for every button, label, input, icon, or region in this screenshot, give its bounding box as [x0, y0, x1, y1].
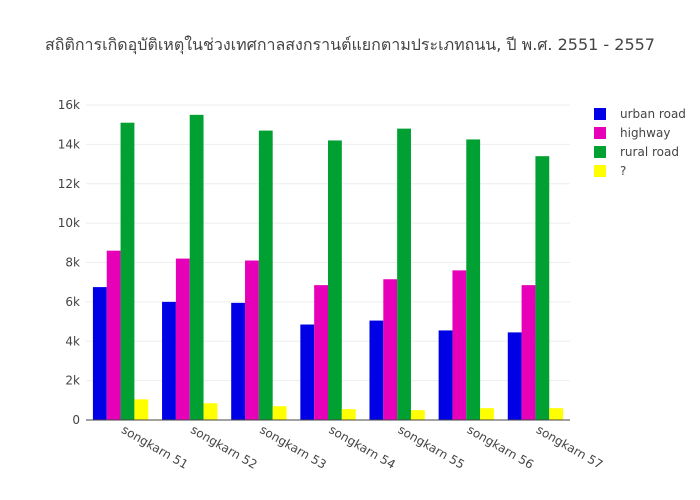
bar-urban-road-6 — [438, 330, 453, 420]
legend-item[interactable]: highway — [594, 126, 670, 140]
bar-highway-4 — [314, 285, 328, 420]
bar-rural-road-2 — [189, 114, 204, 420]
y-tick-label: 10k — [58, 216, 80, 230]
legend-label: rural road — [620, 145, 679, 159]
legend-item[interactable]: urban road — [594, 107, 686, 121]
bar-rural-road-4 — [328, 140, 342, 420]
y-tick-label: 14k — [58, 137, 80, 151]
bar-highway-6 — [452, 270, 467, 420]
chart-title: สถิติการเกิดอุบัติเหตุในช่วงเทศกาลสงกราน… — [45, 35, 655, 55]
bar---7 — [549, 408, 564, 420]
bar-highway-3 — [245, 260, 259, 420]
x-tick-label: songkarn 54 — [327, 422, 398, 471]
y-tick-label: 16k — [58, 98, 80, 112]
bar-highway-7 — [521, 285, 536, 420]
bar---6 — [480, 408, 494, 420]
legend-item[interactable]: ? — [594, 164, 626, 178]
bar---3 — [272, 406, 287, 420]
bar-highway-2 — [175, 258, 190, 420]
y-tick-label: 2k — [65, 374, 80, 388]
x-tick-label: songkarn 53 — [257, 422, 328, 471]
bar-urban-road-4 — [300, 324, 315, 420]
bar-urban-road-7 — [507, 332, 522, 420]
bar-urban-road-5 — [369, 320, 384, 420]
bars — [92, 114, 564, 420]
bar-rural-road-5 — [397, 128, 411, 420]
legend-swatch — [594, 108, 606, 120]
legend-item[interactable]: rural road — [594, 145, 679, 159]
x-tick-label: songkarn 57 — [534, 422, 605, 471]
legend-swatch — [594, 165, 606, 177]
bar-urban-road-2 — [162, 301, 176, 420]
bar---5 — [410, 410, 425, 420]
bar-highway-5 — [383, 279, 398, 420]
bar---1 — [134, 399, 149, 420]
legend-label: urban road — [620, 107, 686, 121]
y-tick-label: 12k — [58, 177, 80, 191]
y-tick-label: 6k — [65, 295, 80, 309]
bar-rural-road-6 — [466, 139, 481, 420]
legend-label: highway — [620, 126, 670, 140]
bar-urban-road-1 — [92, 287, 107, 420]
bar-rural-road-3 — [258, 130, 273, 420]
legend-swatch — [594, 127, 606, 139]
bar-rural-road-7 — [535, 156, 550, 420]
bar---2 — [203, 403, 218, 420]
y-tick-label: 0 — [72, 413, 80, 427]
bar---4 — [341, 409, 356, 420]
x-tick-label: songkarn 51 — [119, 422, 190, 471]
bar-urban-road-3 — [231, 302, 246, 420]
x-tick-label: songkarn 55 — [396, 422, 467, 471]
legend-label: ? — [620, 164, 626, 178]
y-tick-label: 8k — [65, 256, 80, 270]
legend: urban road highway rural road? — [594, 107, 686, 178]
x-tick-label: songkarn 56 — [465, 422, 536, 471]
bar-highway-1 — [106, 250, 121, 420]
legend-swatch — [594, 146, 606, 158]
bar-rural-road-1 — [120, 122, 135, 420]
x-tick-label: songkarn 52 — [188, 422, 259, 471]
y-tick-label: 4k — [65, 334, 80, 348]
